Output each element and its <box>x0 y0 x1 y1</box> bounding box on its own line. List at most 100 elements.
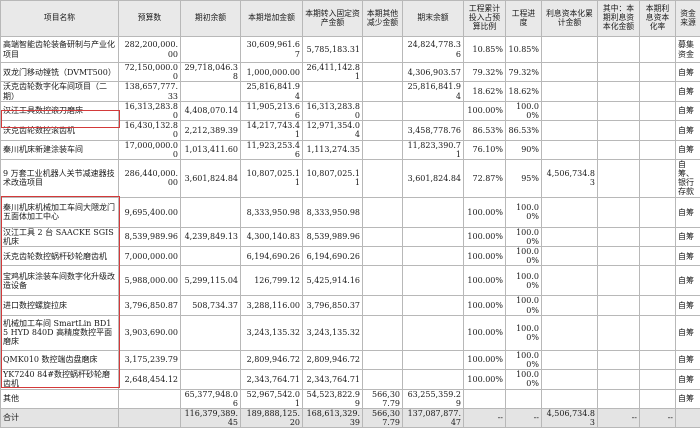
cell-budget: 16,430,132.80 <box>119 121 181 140</box>
cell-closing: 137,087,877.47 <box>403 408 464 427</box>
cell-increase: 30,609,961.67 <box>241 37 303 63</box>
cell-interest-rate <box>640 315 676 350</box>
cell-increase: 2,809,946.72 <box>241 350 303 369</box>
cell-interest-total <box>542 389 598 408</box>
cell-budget: 2,648,454.12 <box>119 370 181 389</box>
cell-budget: 286,440,000.00 <box>119 159 181 197</box>
cell-ratio: 100.00% <box>464 247 506 266</box>
cell-to-fixed: 6,194,690.26 <box>303 247 363 266</box>
cell-interest-total <box>542 101 598 120</box>
cell-source: 自筹 <box>676 315 700 350</box>
cell-interest-total <box>542 266 598 296</box>
cell-closing: 4,306,903.57 <box>403 63 464 82</box>
cell-interest-rate <box>640 140 676 159</box>
cell-opening: 3,601,824.84 <box>181 159 241 197</box>
cell-to-fixed: 26,411,142.81 <box>303 63 363 82</box>
cell-interest-total <box>542 121 598 140</box>
cell-progress: 100.00% <box>506 227 542 246</box>
cell-other-dec <box>363 315 403 350</box>
cell-interest-current <box>598 370 640 389</box>
cell-to-fixed: 5,785,183.31 <box>303 37 363 63</box>
cell-interest-rate <box>640 63 676 82</box>
cell-source: 自筹 <box>676 227 700 246</box>
cell-progress: 90% <box>506 140 542 159</box>
cell-other-dec <box>363 370 403 389</box>
cell-ratio: 100.00% <box>464 370 506 389</box>
cell-source: 自筹 <box>676 82 700 101</box>
cell-interest-current <box>598 350 640 369</box>
cell-interest-rate: -- <box>640 408 676 427</box>
cell-ratio: 100.00% <box>464 350 506 369</box>
cell-opening <box>181 370 241 389</box>
cell-ratio: 72.87% <box>464 159 506 197</box>
cell-closing: 25,816,841.94 <box>403 82 464 101</box>
cell-interest-current <box>598 266 640 296</box>
cell-ratio: 100.00% <box>464 227 506 246</box>
cell-progress: 79.32% <box>506 63 542 82</box>
cell-name: 沃克齿轮数控滚齿机 <box>1 121 119 140</box>
cell-to-fixed: 10,807,025.11 <box>303 159 363 197</box>
cell-closing <box>403 266 464 296</box>
cell-to-fixed: 2,809,946.72 <box>303 350 363 369</box>
cell-progress: 10.85% <box>506 37 542 63</box>
cell-progress: 100.00% <box>506 350 542 369</box>
cell-source: 自筹 <box>676 296 700 315</box>
cell-ratio: 100.00% <box>464 197 506 227</box>
cell-increase: 11,905,213.66 <box>241 101 303 120</box>
cell-interest-current <box>598 197 640 227</box>
cell-increase: 4,300,140.83 <box>241 227 303 246</box>
cell-interest-rate <box>640 82 676 101</box>
cell-interest-current <box>598 227 640 246</box>
cell-other-dec <box>363 121 403 140</box>
cell-other-dec <box>363 159 403 197</box>
cell-interest-total <box>542 82 598 101</box>
cell-budget: 138,657,777.33 <box>119 82 181 101</box>
cell-progress: 100.00% <box>506 266 542 296</box>
cell-closing: 3,458,778.76 <box>403 121 464 140</box>
cell-opening <box>181 82 241 101</box>
cell-increase: 189,888,125.20 <box>241 408 303 427</box>
cell-name: YK7240 84#数控蜗杆砂轮磨齿机 <box>1 370 119 389</box>
cell-closing: 3,601,824.84 <box>403 159 464 197</box>
cell-source: 自筹 <box>676 247 700 266</box>
cell-budget: 8,539,989.96 <box>119 227 181 246</box>
cell-name: 汉江工具数控滚刀磨床 <box>1 101 119 120</box>
cell-budget: 5,988,000.00 <box>119 266 181 296</box>
header-cell: 资金来源 <box>676 1 700 37</box>
cell-increase: 52,967,542.01 <box>241 389 303 408</box>
cell-increase: 3,288,116.00 <box>241 296 303 315</box>
cell-budget: 282,200,000.00 <box>119 37 181 63</box>
cell-interest-current <box>598 315 640 350</box>
cell-closing <box>403 227 464 246</box>
cell-other-dec <box>363 266 403 296</box>
cell-source: 自筹 <box>676 350 700 369</box>
cell-ratio: 18.62% <box>464 82 506 101</box>
cell-ratio: 100.00% <box>464 315 506 350</box>
cell-budget: 17,000,000.00 <box>119 140 181 159</box>
cell-to-fixed: 8,539,989.96 <box>303 227 363 246</box>
cell-interest-rate <box>640 350 676 369</box>
cell-ratio: 100.00% <box>464 101 506 120</box>
cell-name: 高端智能齿轮装备研制与产业化项目 <box>1 37 119 63</box>
cell-interest-total <box>542 315 598 350</box>
cell-to-fixed: 1,113,274.35 <box>303 140 363 159</box>
cell-closing <box>403 370 464 389</box>
cell-closing: 11,823,390.71 <box>403 140 464 159</box>
cell-other-dec <box>363 82 403 101</box>
cell-source: 自筹 <box>676 121 700 140</box>
cell-interest-current <box>598 121 640 140</box>
cell-other-dec <box>363 296 403 315</box>
cell-opening: 4,408,070.14 <box>181 101 241 120</box>
cell-interest-rate <box>640 296 676 315</box>
cell-name: 沃克齿轮数控蜗杆砂轮磨齿机 <box>1 247 119 266</box>
header-cell: 预算数 <box>119 1 181 37</box>
cell-to-fixed: 3,796,850.37 <box>303 296 363 315</box>
cell-interest-rate <box>640 37 676 63</box>
cell-progress: 100.00% <box>506 247 542 266</box>
